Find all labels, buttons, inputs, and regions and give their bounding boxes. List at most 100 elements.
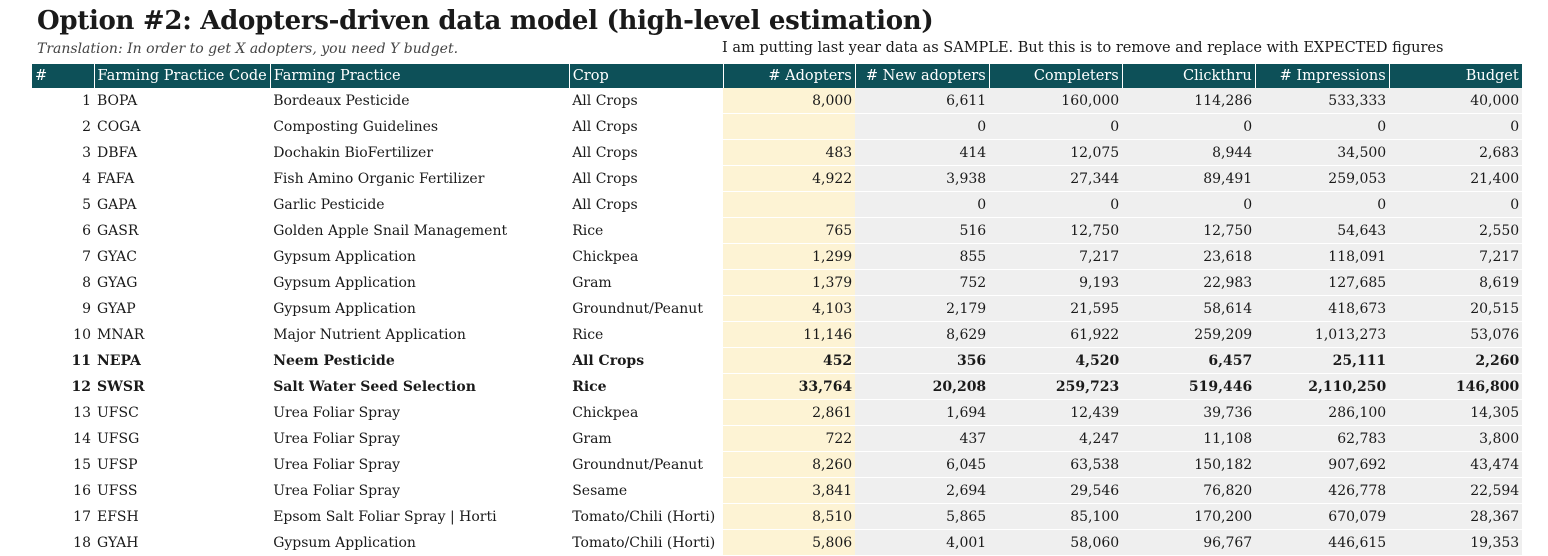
cell-clickthru[interactable]: 11,108 xyxy=(1122,425,1256,452)
cell-crop[interactable]: Gram xyxy=(569,425,724,452)
cell-completers[interactable]: 58,060 xyxy=(989,529,1123,556)
cell-practice[interactable]: Salt Water Seed Selection xyxy=(270,373,570,400)
cell-practice[interactable]: Fish Amino Organic Fertilizer xyxy=(270,165,570,192)
cell-budget[interactable]: 2,550 xyxy=(1389,217,1523,244)
cell-adopters[interactable]: 1,299 xyxy=(723,243,856,270)
cell-code[interactable]: UFSP xyxy=(94,451,271,478)
cell-code[interactable]: GYAP xyxy=(94,295,271,322)
cell-adopters[interactable]: 722 xyxy=(723,425,856,452)
cell-practice[interactable]: Urea Foliar Spray xyxy=(270,451,570,478)
cell-budget[interactable]: 28,367 xyxy=(1389,503,1523,530)
cell-practice[interactable]: Urea Foliar Spray xyxy=(270,425,570,452)
cell-practice[interactable]: Garlic Pesticide xyxy=(270,191,570,218)
col-header-crop[interactable]: Crop xyxy=(569,64,724,88)
cell-impressions[interactable]: 62,783 xyxy=(1255,425,1390,452)
cell-adopters[interactable]: 8,510 xyxy=(723,503,856,530)
cell-practice[interactable]: Gypsum Application xyxy=(270,529,570,556)
cell-code[interactable]: GYAH xyxy=(94,529,271,556)
cell-completers[interactable]: 12,750 xyxy=(989,217,1123,244)
cell-practice[interactable]: Gypsum Application xyxy=(270,269,570,296)
cell-crop[interactable]: All Crops xyxy=(569,347,724,374)
cell-adopters[interactable]: 1,379 xyxy=(723,269,856,296)
cell-crop[interactable]: Tomato/Chili (Horti) xyxy=(569,503,724,530)
cell-new-adopters[interactable]: 0 xyxy=(855,191,990,218)
cell-code[interactable]: MNAR xyxy=(94,321,271,348)
cell-budget[interactable]: 53,076 xyxy=(1389,321,1523,348)
cell-new-adopters[interactable]: 1,694 xyxy=(855,399,990,426)
cell-number[interactable]: 2 xyxy=(32,113,94,140)
cell-code[interactable]: UFSS xyxy=(94,477,271,504)
cell-impressions[interactable]: 418,673 xyxy=(1255,295,1390,322)
cell-new-adopters[interactable]: 3,938 xyxy=(855,165,990,192)
cell-impressions[interactable]: 0 xyxy=(1255,191,1390,218)
cell-adopters[interactable]: 4,103 xyxy=(723,295,856,322)
cell-crop[interactable]: Chickpea xyxy=(569,399,724,426)
cell-clickthru[interactable]: 150,182 xyxy=(1122,451,1256,478)
cell-clickthru[interactable]: 170,200 xyxy=(1122,503,1256,530)
cell-adopters[interactable]: 483 xyxy=(723,139,856,166)
cell-practice[interactable]: Dochakin BioFertilizer xyxy=(270,139,570,166)
cell-new-adopters[interactable]: 414 xyxy=(855,139,990,166)
cell-practice[interactable]: Composting Guidelines xyxy=(270,113,570,140)
cell-crop[interactable]: Groundnut/Peanut xyxy=(569,295,724,322)
cell-budget[interactable]: 43,474 xyxy=(1389,451,1523,478)
cell-new-adopters[interactable]: 752 xyxy=(855,269,990,296)
cell-clickthru[interactable]: 22,983 xyxy=(1122,269,1256,296)
cell-clickthru[interactable]: 58,614 xyxy=(1122,295,1256,322)
cell-budget[interactable]: 8,619 xyxy=(1389,269,1523,296)
cell-number[interactable]: 17 xyxy=(32,503,94,530)
cell-new-adopters[interactable]: 2,694 xyxy=(855,477,990,504)
cell-number[interactable]: 13 xyxy=(32,399,94,426)
cell-clickthru[interactable]: 259,209 xyxy=(1122,321,1256,348)
cell-number[interactable]: 5 xyxy=(32,191,94,218)
cell-completers[interactable]: 0 xyxy=(989,113,1123,140)
col-header-adopters[interactable]: # Adopters xyxy=(723,64,856,88)
cell-practice[interactable]: Major Nutrient Application xyxy=(270,321,570,348)
cell-number[interactable]: 18 xyxy=(32,529,94,556)
cell-budget[interactable]: 40,000 xyxy=(1389,88,1523,114)
cell-impressions[interactable]: 0 xyxy=(1255,113,1390,140)
col-header-impressions[interactable]: # Impressions xyxy=(1255,64,1390,88)
cell-completers[interactable]: 4,247 xyxy=(989,425,1123,452)
cell-adopters[interactable]: 8,000 xyxy=(723,88,856,114)
col-header-clickthru[interactable]: Clickthru xyxy=(1122,64,1256,88)
cell-clickthru[interactable]: 96,767 xyxy=(1122,529,1256,556)
cell-clickthru[interactable]: 39,736 xyxy=(1122,399,1256,426)
cell-completers[interactable]: 12,439 xyxy=(989,399,1123,426)
col-header-number[interactable]: # xyxy=(32,64,95,88)
col-header-practice[interactable]: Farming Practice xyxy=(270,64,570,88)
cell-budget[interactable]: 19,353 xyxy=(1389,529,1523,556)
cell-code[interactable]: COGA xyxy=(94,113,271,140)
cell-adopters[interactable] xyxy=(723,113,856,140)
cell-crop[interactable]: Rice xyxy=(569,321,724,348)
col-header-code[interactable]: Farming Practice Code xyxy=(94,64,271,88)
cell-code[interactable]: GAPA xyxy=(94,191,271,218)
cell-crop[interactable]: All Crops xyxy=(569,113,724,140)
cell-code[interactable]: UFSG xyxy=(94,425,271,452)
cell-completers[interactable]: 29,546 xyxy=(989,477,1123,504)
cell-budget[interactable]: 3,800 xyxy=(1389,425,1523,452)
cell-budget[interactable]: 14,305 xyxy=(1389,399,1523,426)
cell-impressions[interactable]: 25,111 xyxy=(1255,347,1390,374)
cell-practice[interactable]: Gypsum Application xyxy=(270,295,570,322)
cell-completers[interactable]: 63,538 xyxy=(989,451,1123,478)
cell-new-adopters[interactable]: 855 xyxy=(855,243,990,270)
cell-adopters[interactable]: 8,260 xyxy=(723,451,856,478)
cell-new-adopters[interactable]: 2,179 xyxy=(855,295,990,322)
cell-new-adopters[interactable]: 437 xyxy=(855,425,990,452)
cell-adopters[interactable]: 765 xyxy=(723,217,856,244)
cell-budget[interactable]: 146,800 xyxy=(1389,373,1523,400)
cell-budget[interactable]: 2,683 xyxy=(1389,139,1523,166)
cell-practice[interactable]: Golden Apple Snail Management xyxy=(270,217,570,244)
cell-clickthru[interactable]: 89,491 xyxy=(1122,165,1256,192)
cell-practice[interactable]: Neem Pesticide xyxy=(270,347,570,374)
cell-crop[interactable]: Rice xyxy=(569,217,724,244)
cell-number[interactable]: 7 xyxy=(32,243,94,270)
cell-code[interactable]: SWSR xyxy=(94,373,271,400)
cell-adopters[interactable] xyxy=(723,191,856,218)
cell-completers[interactable]: 4,520 xyxy=(989,347,1123,374)
cell-crop[interactable]: Chickpea xyxy=(569,243,724,270)
cell-code[interactable]: DBFA xyxy=(94,139,271,166)
cell-code[interactable]: GYAG xyxy=(94,269,271,296)
cell-impressions[interactable]: 446,615 xyxy=(1255,529,1390,556)
